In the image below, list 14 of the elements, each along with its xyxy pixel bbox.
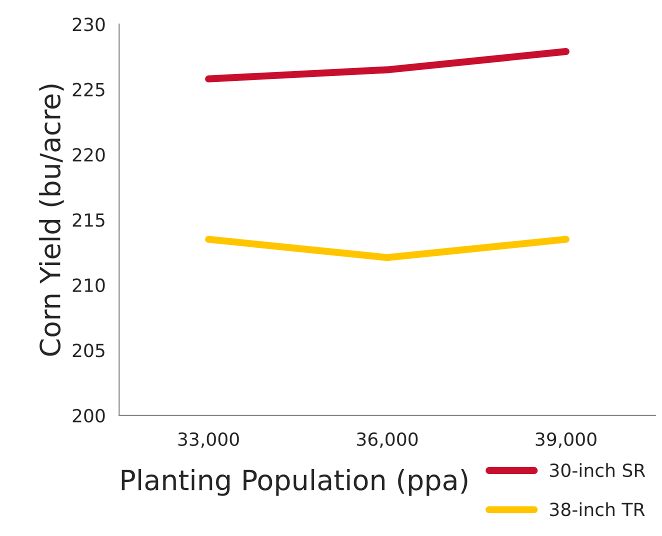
x-tick-label: 39,000: [536, 432, 596, 448]
y-tick-label: 205: [72, 344, 104, 358]
y-axis-title: Corn Yield (bu/acre): [39, 84, 64, 356]
y-tick-label: 200: [72, 408, 105, 423]
legend-label: 38-inch TR: [550, 502, 645, 516]
y-tick-label: 210: [72, 278, 105, 292]
x-tick-label: 33,000: [178, 432, 239, 448]
legend-label: 30-inch SR: [550, 463, 646, 478]
y-tick-label: 225: [72, 82, 104, 96]
x-tick-label: 36,000: [357, 432, 418, 448]
y-tick-label: 230: [72, 18, 105, 32]
y-tick-label: 220: [72, 148, 105, 162]
x-axis-title: Planting Population (ppa): [122, 468, 468, 496]
y-tick-label: 215: [72, 213, 104, 227]
